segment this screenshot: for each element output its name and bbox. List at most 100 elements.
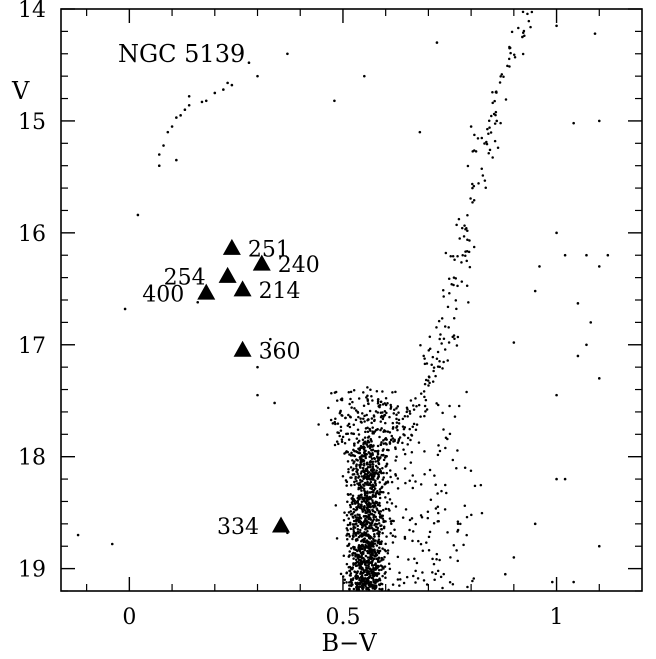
giant-branch-star — [463, 224, 466, 227]
main-sequence-star — [347, 517, 350, 520]
y-tick-label: 18 — [18, 446, 46, 471]
main-sequence-star — [451, 458, 455, 462]
giant-branch-star — [485, 140, 488, 144]
main-sequence-star — [358, 585, 362, 589]
main-sequence-star — [397, 422, 401, 425]
main-sequence-star — [348, 550, 351, 553]
main-sequence-star — [365, 396, 368, 399]
main-sequence-star — [345, 527, 349, 530]
main-sequence-star — [376, 509, 379, 512]
giant-branch-star — [487, 132, 490, 136]
main-sequence-star — [386, 401, 389, 405]
main-sequence-star — [366, 490, 369, 493]
main-sequence-star — [338, 434, 341, 438]
main-sequence-star — [398, 571, 401, 574]
main-sequence-star — [369, 512, 373, 516]
giant-branch-star — [451, 255, 455, 258]
main-sequence-star — [353, 460, 356, 463]
main-sequence-star — [375, 557, 378, 561]
main-sequence-star — [347, 555, 351, 558]
main-sequence-star — [367, 402, 370, 406]
main-sequence-star — [360, 535, 363, 538]
giant-branch-star — [434, 374, 437, 378]
main-sequence-star — [376, 402, 380, 405]
main-sequence-star — [384, 421, 387, 425]
main-sequence-star — [380, 524, 383, 527]
main-sequence-star — [376, 578, 380, 582]
giant-branch-star — [452, 334, 456, 337]
field-star — [333, 99, 336, 103]
giant-branch-star — [465, 249, 469, 253]
giant-branch-star — [435, 326, 438, 329]
giant-branch-star — [447, 341, 451, 344]
main-sequence-star — [351, 400, 354, 404]
main-sequence-star — [397, 438, 401, 441]
main-sequence-star — [435, 557, 438, 561]
main-sequence-star — [368, 491, 372, 494]
main-sequence-star — [434, 572, 437, 576]
main-sequence-star — [377, 572, 381, 575]
giant-branch-star — [486, 127, 489, 131]
main-sequence-star — [420, 515, 424, 519]
giant-branch-star — [408, 412, 412, 415]
main-sequence-star — [372, 529, 375, 533]
main-sequence-star — [379, 564, 383, 567]
giant-branch-star — [521, 31, 525, 34]
main-sequence-star — [335, 399, 339, 402]
main-sequence-star — [370, 549, 374, 552]
main-sequence-star — [369, 388, 372, 392]
main-sequence-star — [348, 521, 352, 525]
main-sequence-star — [356, 468, 359, 472]
main-sequence-star — [343, 452, 346, 455]
main-sequence-star — [403, 434, 406, 437]
marked-star-label: 400 — [142, 282, 184, 307]
x-tick-label: 0.5 — [325, 605, 360, 630]
main-sequence-star — [367, 418, 370, 421]
giant-branch-star — [499, 121, 502, 125]
main-sequence-star — [479, 483, 483, 487]
main-sequence-star — [354, 534, 358, 537]
giant-branch-star — [461, 254, 464, 257]
main-sequence-star — [389, 403, 392, 407]
main-sequence-star — [371, 553, 374, 557]
main-sequence-star — [361, 560, 364, 564]
main-sequence-star — [370, 526, 374, 530]
field-star — [585, 253, 588, 257]
main-sequence-star — [373, 548, 376, 551]
main-sequence-star — [361, 544, 364, 548]
giant-branch-star — [406, 436, 410, 440]
giant-branch-star — [455, 344, 459, 347]
main-sequence-star — [371, 463, 375, 466]
main-sequence-star — [455, 466, 458, 470]
main-sequence-star — [369, 555, 372, 559]
main-sequence-star — [378, 578, 382, 582]
giant-branch-star — [508, 65, 511, 68]
main-sequence-star — [431, 557, 434, 561]
giant-branch-star — [441, 367, 444, 370]
main-sequence-star — [340, 440, 344, 444]
main-sequence-star — [364, 554, 368, 558]
main-sequence-star — [359, 572, 362, 576]
main-sequence-star — [469, 469, 473, 473]
main-sequence-star — [421, 549, 425, 553]
field-star — [585, 343, 588, 347]
main-sequence-star — [435, 552, 439, 556]
y-tick-label: 15 — [18, 110, 46, 135]
main-sequence-star — [361, 566, 364, 570]
main-sequence-star — [346, 500, 349, 504]
main-sequence-star — [382, 526, 386, 530]
main-sequence-star — [411, 530, 415, 533]
main-sequence-star — [410, 450, 414, 454]
main-sequence-star — [352, 432, 355, 435]
main-sequence-star — [351, 459, 354, 462]
giant-branch-star — [471, 182, 474, 186]
main-sequence-star — [366, 445, 370, 448]
main-sequence-star — [358, 448, 361, 452]
main-sequence-star — [393, 408, 396, 411]
main-sequence-star — [371, 501, 375, 504]
main-sequence-star — [357, 475, 361, 478]
main-sequence-star — [360, 470, 363, 473]
main-sequence-star — [435, 402, 438, 405]
giant-branch-star — [491, 101, 494, 105]
giant-branch-star — [529, 25, 532, 29]
